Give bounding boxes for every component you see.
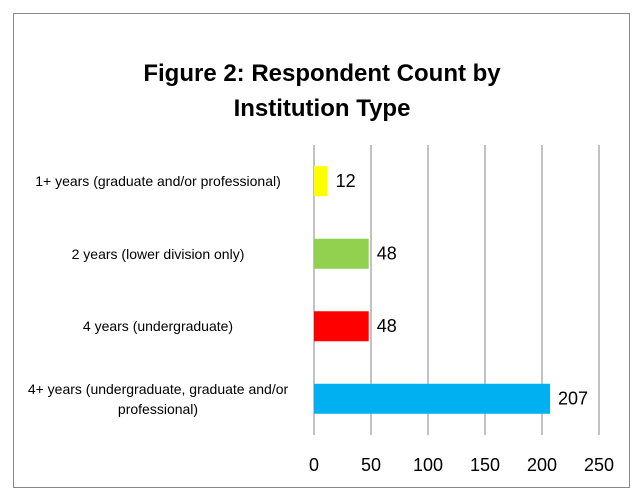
value-label: 12 [336,171,356,191]
y-tick-label: 4 years (undergraduate) [82,318,234,335]
value-label: 48 [377,316,397,336]
y-tick-label: 2 years (lower division only) [71,245,245,262]
bar [314,311,369,342]
y-tick-label: 4+ years (undergraduate, graduate and/or… [27,380,289,417]
y-tick-label: 1+ years (graduate and/or professional) [35,173,281,190]
value-label: 207 [558,389,588,409]
x-tick-label: 200 [527,455,557,475]
chart-title: Figure 2: Respondent Count by Institutio… [143,60,501,122]
bar [314,238,369,269]
x-tick-label: 0 [309,455,319,475]
bar [314,166,328,197]
x-tick-label: 50 [361,455,381,475]
x-tick-label: 100 [413,455,443,475]
value-label: 48 [377,244,397,264]
x-tick-label: 150 [470,455,500,475]
bar [314,383,550,414]
x-tick-label: 250 [584,455,614,475]
